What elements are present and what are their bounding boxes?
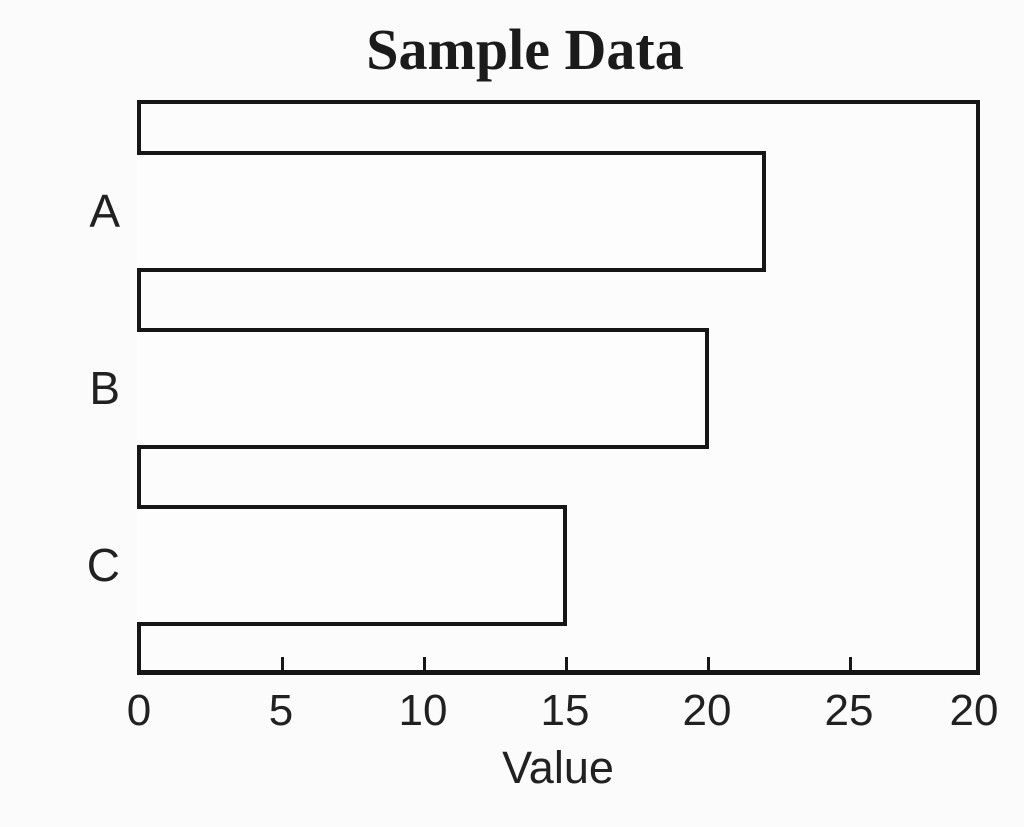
bar-C	[137, 505, 567, 626]
chart-title: Sample Data	[366, 17, 684, 82]
plot-area	[137, 100, 980, 675]
x-tick-mark-10	[423, 657, 426, 670]
category-label-C: C	[86, 539, 120, 591]
x-axis-label: Value	[502, 742, 614, 793]
x-tick-mark-20	[707, 657, 710, 670]
x-tick-label-3: 15	[540, 686, 590, 735]
x-tick-label-1: 5	[268, 686, 294, 735]
x-tick-label-2: 10	[398, 686, 448, 735]
x-tick-label-4: 20	[682, 686, 732, 735]
x-tick-label-6: 20	[949, 686, 999, 735]
bar-A	[137, 151, 766, 272]
x-tick-mark-5	[281, 657, 284, 670]
bar-B	[137, 328, 709, 449]
category-label-B: B	[89, 362, 120, 414]
x-tick-label-5: 25	[824, 686, 874, 735]
x-tick-mark-25	[849, 657, 852, 670]
x-tick-label-0: 0	[126, 686, 152, 735]
x-tick-mark-15	[565, 657, 568, 670]
category-label-A: A	[89, 185, 120, 237]
